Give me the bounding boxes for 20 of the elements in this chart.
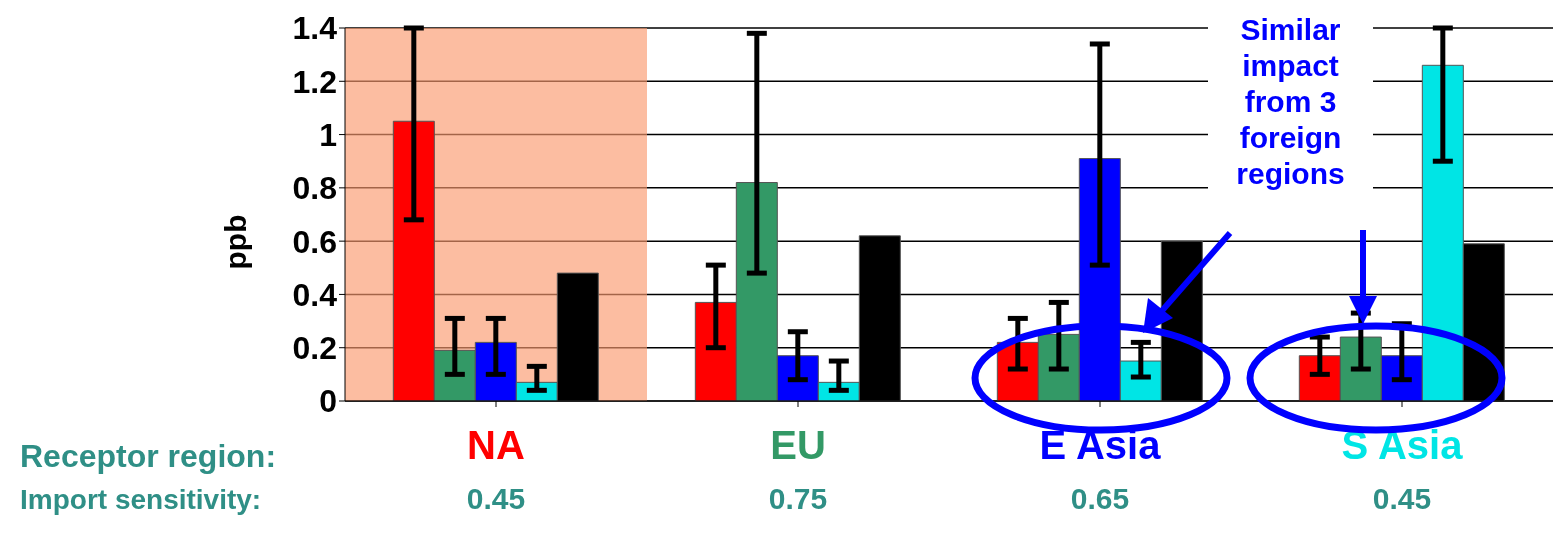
text: Receptor region: <box>20 438 277 475</box>
y-tick-label: 0.4 <box>292 276 338 313</box>
y-tick-label: 1.2 <box>292 63 337 100</box>
x-tick-label: S Asia <box>1341 423 1464 467</box>
x-tick-label: EU <box>770 423 826 467</box>
x-tick-label: NA <box>467 423 525 467</box>
y-tick-label: 1 <box>319 116 337 153</box>
text: Import sensitivity: <box>20 484 262 516</box>
text: 0.65 <box>1070 482 1130 515</box>
y-tick-label: 0.8 <box>292 170 337 207</box>
x-tick-label: E Asia <box>1039 423 1162 467</box>
y-tick-label: 0.2 <box>292 330 337 367</box>
y-tick-label: 0.6 <box>292 223 337 260</box>
text: 0.45 <box>1372 482 1432 515</box>
y-tick-label: 1.4 <box>292 10 338 47</box>
y-tick-label: 0 <box>319 383 337 420</box>
y-axis-title: ppb <box>218 214 252 270</box>
text: 0.45 <box>466 482 526 515</box>
text: 0.75 <box>768 482 828 515</box>
annotation: Similar impact from 3 foreign regions <box>1208 10 1373 194</box>
